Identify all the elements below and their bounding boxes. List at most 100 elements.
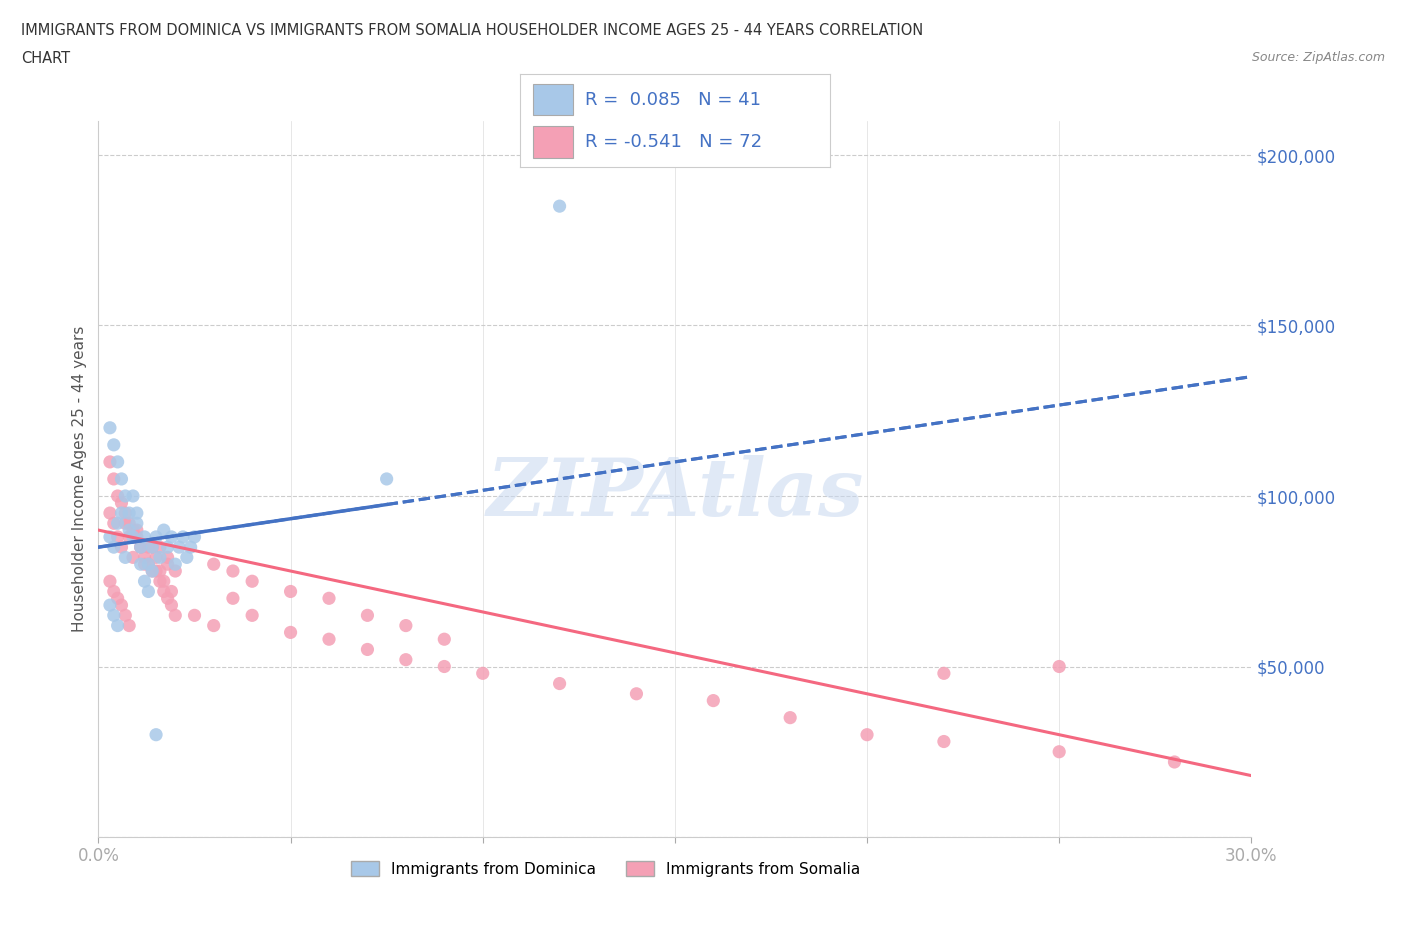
Point bbox=[202, 557, 225, 572]
Point bbox=[156, 591, 179, 605]
Point bbox=[103, 608, 125, 623]
Point bbox=[134, 557, 156, 572]
Point bbox=[118, 529, 141, 544]
Point bbox=[98, 529, 121, 544]
Point bbox=[110, 472, 132, 486]
Point bbox=[626, 686, 648, 701]
Point bbox=[107, 488, 129, 503]
Point bbox=[138, 584, 160, 599]
Point bbox=[107, 591, 129, 605]
Point bbox=[129, 557, 152, 572]
Point bbox=[149, 550, 172, 565]
Point bbox=[125, 506, 148, 521]
Point bbox=[134, 550, 156, 565]
Point bbox=[702, 693, 724, 708]
Legend: Immigrants from Dominica, Immigrants from Somalia: Immigrants from Dominica, Immigrants fro… bbox=[344, 856, 866, 884]
Point bbox=[395, 652, 418, 667]
Point bbox=[122, 550, 145, 565]
Point bbox=[356, 642, 378, 657]
Point bbox=[149, 539, 172, 554]
Point bbox=[129, 539, 152, 554]
Point bbox=[152, 523, 174, 538]
Point bbox=[160, 584, 183, 599]
Point bbox=[98, 574, 121, 589]
Point bbox=[240, 608, 263, 623]
Point bbox=[141, 539, 163, 554]
Point bbox=[149, 564, 172, 578]
Bar bbox=[533, 84, 572, 115]
Point bbox=[160, 529, 183, 544]
Point bbox=[145, 564, 167, 578]
Point bbox=[122, 488, 145, 503]
Point bbox=[110, 598, 132, 613]
Point bbox=[375, 472, 398, 486]
Point bbox=[138, 539, 160, 554]
Point bbox=[318, 631, 340, 646]
Text: R = -0.541   N = 72: R = -0.541 N = 72 bbox=[585, 133, 762, 152]
Point bbox=[932, 666, 955, 681]
Point bbox=[114, 550, 136, 565]
Point bbox=[176, 550, 198, 565]
Point bbox=[114, 516, 136, 531]
Point bbox=[180, 539, 202, 554]
Point bbox=[129, 539, 152, 554]
Point bbox=[165, 564, 187, 578]
Point bbox=[149, 574, 172, 589]
Point bbox=[145, 550, 167, 565]
Point bbox=[125, 516, 148, 531]
Point bbox=[98, 506, 121, 521]
Point bbox=[114, 488, 136, 503]
Point bbox=[141, 564, 163, 578]
Point bbox=[110, 506, 132, 521]
Bar bbox=[533, 126, 572, 158]
Y-axis label: Householder Income Ages 25 - 44 years: Householder Income Ages 25 - 44 years bbox=[72, 326, 87, 632]
Point bbox=[156, 539, 179, 554]
Text: CHART: CHART bbox=[21, 51, 70, 66]
Text: R =  0.085   N = 41: R = 0.085 N = 41 bbox=[585, 90, 761, 109]
Point bbox=[138, 557, 160, 572]
Point bbox=[240, 574, 263, 589]
Point bbox=[165, 557, 187, 572]
Point bbox=[356, 608, 378, 623]
Point bbox=[1163, 754, 1185, 769]
Point bbox=[160, 598, 183, 613]
Point bbox=[779, 711, 801, 725]
Point bbox=[103, 437, 125, 452]
Point bbox=[167, 539, 190, 554]
Point bbox=[114, 608, 136, 623]
Point bbox=[118, 523, 141, 538]
Point bbox=[98, 455, 121, 470]
Point bbox=[125, 523, 148, 538]
Point bbox=[118, 618, 141, 633]
Text: Source: ZipAtlas.com: Source: ZipAtlas.com bbox=[1251, 51, 1385, 64]
Point bbox=[103, 516, 125, 531]
Point bbox=[548, 199, 571, 214]
Point bbox=[107, 618, 129, 633]
Point bbox=[141, 564, 163, 578]
Point bbox=[156, 550, 179, 565]
Point bbox=[222, 591, 245, 605]
Point bbox=[280, 584, 302, 599]
Point bbox=[122, 529, 145, 544]
Point bbox=[1047, 744, 1070, 759]
Point bbox=[134, 574, 156, 589]
Point bbox=[433, 631, 456, 646]
Point bbox=[280, 625, 302, 640]
Point bbox=[118, 516, 141, 531]
Point bbox=[129, 539, 152, 554]
Point bbox=[125, 529, 148, 544]
Point bbox=[395, 618, 418, 633]
Point bbox=[107, 529, 129, 544]
Point bbox=[145, 727, 167, 742]
Point bbox=[156, 557, 179, 572]
Point bbox=[110, 539, 132, 554]
Point bbox=[202, 618, 225, 633]
Point bbox=[433, 659, 456, 674]
Point bbox=[118, 506, 141, 521]
Point bbox=[107, 516, 129, 531]
Point bbox=[145, 529, 167, 544]
Point bbox=[183, 529, 205, 544]
Point bbox=[114, 506, 136, 521]
Point bbox=[932, 734, 955, 749]
Point bbox=[141, 539, 163, 554]
